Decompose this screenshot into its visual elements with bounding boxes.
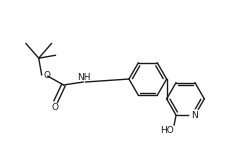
Text: HO: HO (160, 125, 174, 135)
Text: O: O (43, 71, 50, 80)
Text: N: N (191, 111, 198, 120)
Text: O: O (51, 103, 58, 112)
Text: NH: NH (78, 73, 91, 82)
